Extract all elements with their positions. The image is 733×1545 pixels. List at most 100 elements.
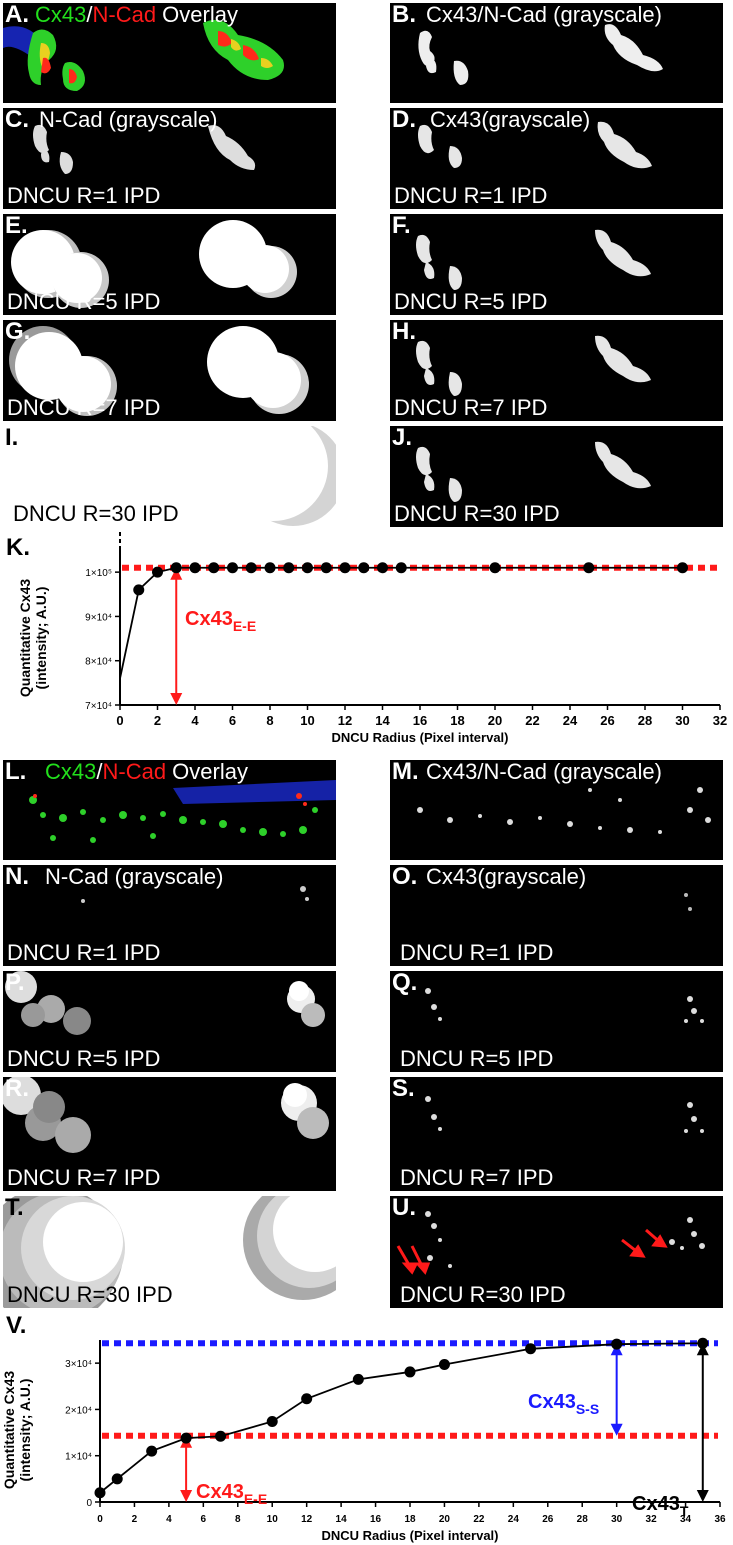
panel-letter: M.: [392, 760, 419, 785]
data-point: [404, 1366, 416, 1378]
panel-letter: F.: [392, 214, 411, 239]
data-point: [697, 1337, 709, 1349]
x-tick-label: 28: [577, 1514, 589, 1525]
overlay-label: Overlay: [166, 760, 248, 784]
panel-title: Cx43/N-Cad Overlay: [35, 3, 238, 26]
annotation-cx43-ee: Cx43E-E: [185, 608, 256, 634]
data-point: [180, 1432, 192, 1444]
panel-caption: DNCU R=30 IPD: [7, 1282, 173, 1307]
slash: /: [96, 760, 103, 784]
x-tick-label: 10: [300, 713, 314, 728]
arrow-head-down: [696, 1490, 709, 1502]
panel-letter: C.: [5, 108, 29, 133]
grayscale-image: [418, 121, 652, 169]
grayscale-image: [396, 1211, 705, 1275]
arrow-head-up: [170, 567, 183, 580]
y-tick-label: 9×10⁴: [85, 612, 112, 623]
x-tick-label: 30: [675, 713, 689, 728]
grayscale-image: [425, 1096, 704, 1133]
x-tick-label: 18: [450, 713, 464, 728]
grayscale-image: [81, 886, 309, 903]
data-point: [489, 562, 501, 574]
panel-o: O. Cx43(grayscale) DNCU R=1 IPD: [390, 865, 723, 966]
data-point: [352, 1373, 364, 1385]
x-tick-label: 34: [680, 1514, 692, 1525]
panel-caption: DNCU R=5 IPD: [400, 1046, 554, 1071]
x-tick-label: 2: [154, 713, 161, 728]
panel-letter: G.: [5, 320, 31, 345]
grayscale-image: [416, 229, 651, 290]
x-axis-label: DNCU Radius (Pixel interval): [332, 730, 509, 745]
panel-d: D. Cx43(grayscale) DNCU R=1 IPD: [390, 108, 723, 209]
panel-caption: DNCU R=30 IPD: [400, 1282, 566, 1307]
x-tick-label: 4: [166, 1514, 172, 1525]
panel-n: N. N-Cad (grayscale) DNCU R=1 IPD: [3, 865, 336, 966]
dncu-image: [3, 1077, 329, 1153]
x-tick-label: 6: [229, 713, 236, 728]
panel-letter: U.: [392, 1196, 416, 1221]
grayscale-image: [418, 24, 663, 85]
panel-p: P. DNCU R=5 IPD: [3, 971, 336, 1072]
x-axis-label: DNCU Radius (Pixel interval): [322, 1528, 499, 1543]
panel-caption: DNCU R=1 IPD: [7, 183, 161, 208]
panel-caption: DNCU R=30 IPD: [394, 501, 560, 526]
y-axis-label-line2: (intensity; A.U.): [33, 587, 49, 690]
x-tick-label: 26: [542, 1514, 554, 1525]
panel-caption: DNCU R=7 IPD: [400, 1165, 554, 1190]
data-point: [146, 1445, 158, 1457]
arrow-head-up: [696, 1343, 709, 1356]
panel-letter-k: K.: [6, 534, 30, 561]
ncad-label: N-Cad: [92, 3, 157, 27]
panel-caption: DNCU R=5 IPD: [7, 289, 161, 314]
data-point: [170, 562, 182, 574]
data-point: [227, 562, 238, 574]
x-tick-label: 0: [116, 713, 123, 728]
arrow-head-down: [180, 1490, 193, 1502]
panel-letter: L.: [5, 760, 27, 785]
panel-title: N-Cad (grayscale): [39, 108, 218, 132]
series-line: [99, 1342, 703, 1494]
panel-r: R. DNCU R=7 IPD: [3, 1077, 336, 1191]
data-point: [283, 562, 295, 574]
x-tick-label: 4: [191, 713, 199, 728]
data-point: [152, 566, 163, 578]
grayscale-image: [416, 441, 651, 502]
y-tick-label: 0: [86, 1498, 92, 1509]
panel-caption: DNCU R=1 IPD: [394, 183, 548, 208]
x-tick-label: 16: [370, 1514, 382, 1525]
panel-letter: T.: [5, 1196, 24, 1221]
x-tick-label: 24: [508, 1514, 520, 1525]
x-tick-label: 0: [97, 1514, 103, 1525]
panel-letter: S.: [392, 1077, 415, 1102]
panel-letter: O.: [392, 865, 418, 890]
dncu-image: [3, 426, 336, 527]
panel-m: M. Cx43/N-Cad (grayscale): [390, 760, 723, 860]
panel-letter: B.: [392, 3, 416, 28]
data-point: [111, 1473, 123, 1485]
slash: /: [86, 3, 93, 27]
panel-j: J. DNCU R=30 IPD: [390, 426, 723, 527]
panel-letter: N.: [5, 865, 29, 890]
x-tick-label: 12: [301, 1514, 313, 1525]
panel-title: Cx43/N-Cad Overlay: [45, 760, 248, 783]
panel-h: H. DNCU R=7 IPD: [390, 320, 723, 421]
panel-letter-v: V.: [6, 1312, 27, 1339]
data-point: [438, 1359, 450, 1371]
data-point: [377, 562, 388, 574]
data-point: [189, 562, 201, 574]
ncad-label: N-Cad: [102, 760, 167, 784]
cx43-label: Cx43: [45, 760, 97, 784]
y-tick-label: 1×10⁴: [65, 1452, 92, 1463]
x-tick-label: 32: [646, 1514, 658, 1525]
cx43-label: Cx43: [35, 3, 87, 27]
data-point: [301, 1393, 313, 1405]
panel-b: B. Cx43/N-Cad (grayscale): [390, 3, 723, 103]
panel-letter: R.: [5, 1077, 29, 1102]
grayscale-image: [417, 787, 711, 834]
panel-q: Q. DNCU R=5 IPD: [390, 971, 723, 1072]
data-point: [320, 562, 332, 574]
data-point: [266, 1415, 278, 1427]
panel-s: S. DNCU R=7 IPD: [390, 1077, 723, 1191]
panel-g: G. DNCU R=7 IPD: [3, 320, 336, 421]
